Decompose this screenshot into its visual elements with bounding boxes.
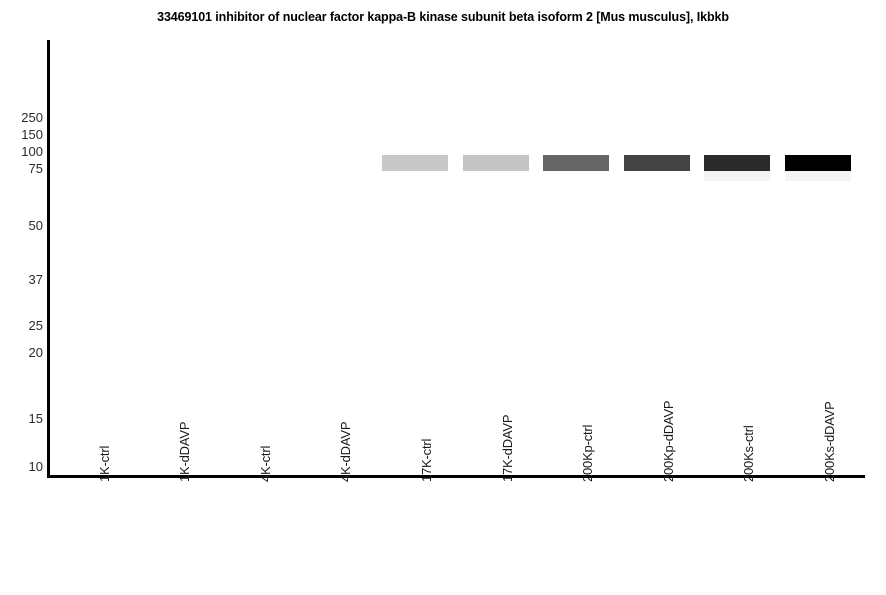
x-axis-tick-label: 1K-dDAVP: [177, 421, 192, 482]
y-axis-tick: 20: [0, 346, 43, 359]
blot-band: [624, 155, 690, 171]
x-axis-tick-label: 200Ks-ctrl: [741, 425, 756, 482]
x-axis-tick-label: 4K-dDAVP: [338, 421, 353, 482]
y-axis-tick: 150: [0, 128, 43, 141]
y-axis-tick-label: 20: [28, 345, 43, 360]
y-axis-tick-label: 15: [28, 411, 43, 426]
y-axis-tick-label: 100: [21, 144, 43, 159]
y-axis-tick-label: 10: [28, 459, 43, 474]
blot-band: [382, 155, 448, 171]
x-axis-tick-label: 200Kp-ctrl: [580, 424, 595, 482]
x-axis-tick-label: 17K-dDAVP: [500, 414, 515, 482]
y-axis-tick: 100: [0, 145, 43, 158]
x-axis-tick-label: 17K-ctrl: [419, 438, 434, 482]
blot-band-faint: [704, 171, 770, 181]
y-axis-tick: 10: [0, 460, 43, 473]
y-axis-tick-label: 150: [21, 127, 43, 142]
x-axis-tick-label: 1K-ctrl: [97, 445, 112, 482]
y-axis-tick: 37: [0, 273, 43, 286]
x-axis-tick-label: 200Ks-dDAVP: [822, 401, 837, 482]
x-axis-tick-label: 200Kp-dDAVP: [661, 400, 676, 482]
y-axis-tick: 250: [0, 111, 43, 124]
blot-band: [463, 155, 529, 171]
y-axis-tick: 50: [0, 219, 43, 232]
y-axis-tick-label: 250: [21, 110, 43, 125]
y-axis-tick-label: 50: [28, 218, 43, 233]
y-axis-tick-label: 37: [28, 272, 43, 287]
y-axis-line: [47, 40, 50, 478]
y-axis-tick: 75: [0, 162, 43, 175]
blot-band: [704, 155, 770, 171]
y-axis-tick-label: 25: [28, 318, 43, 333]
blot-band: [785, 155, 851, 171]
y-axis-tick: 25: [0, 319, 43, 332]
blot-band: [543, 155, 609, 171]
y-axis-tick: 15: [0, 412, 43, 425]
x-axis-tick-label: 4K-ctrl: [258, 445, 273, 482]
page-title: 33469101 inhibitor of nuclear factor kap…: [157, 10, 729, 24]
blot-band-faint: [785, 171, 851, 181]
x-axis-line: [47, 475, 865, 478]
y-axis-tick-label: 75: [28, 161, 43, 176]
